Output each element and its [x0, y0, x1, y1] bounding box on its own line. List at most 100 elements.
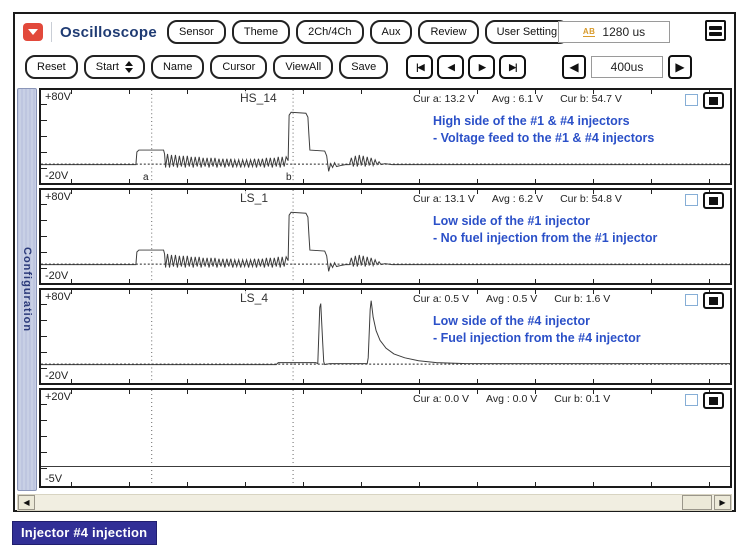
channel-mode-button[interactable]: 2Ch/4Ch — [296, 20, 364, 44]
scale-top-label: +80V — [45, 291, 71, 303]
cursor-delta-time-value: 1280 us — [602, 25, 646, 39]
channel-checkbox[interactable] — [685, 194, 698, 206]
black-square-icon — [709, 196, 718, 205]
scale-bottom-label: -5V — [45, 473, 63, 485]
scale-bottom-label: -20V — [45, 370, 69, 382]
voltage-ticks — [41, 204, 47, 269]
second-toolbar: Reset Start Name Cursor ViewAll Save |◀ … — [15, 50, 734, 84]
skip-to-end-button[interactable]: ▶| — [499, 55, 527, 79]
start-label: Start — [95, 61, 119, 73]
timebase-decrease-button[interactable]: ◀ — [562, 55, 586, 79]
cursor-b-value: Cur b: 0.1 V — [554, 393, 611, 405]
user-setting-button[interactable]: User Setting — [484, 20, 570, 44]
time-ticks — [71, 190, 726, 194]
annotation-text: Low side of the #4 injector - Fuel injec… — [433, 313, 641, 347]
annotation-line1: High side of the #1 & #4 injectors — [433, 114, 630, 128]
time-ticks — [71, 379, 726, 383]
cursor-a-value: Cur a: 13.2 V — [413, 93, 475, 105]
waveform — [41, 211, 730, 272]
skip-to-start-button[interactable]: |◀ — [406, 55, 434, 79]
time-ticks — [71, 279, 726, 283]
annotation-text: Low side of the #1 injector - No fuel in… — [433, 213, 657, 247]
annotation-line2: - Fuel injection from the #4 injector — [433, 331, 641, 345]
scale-bottom-label: -20V — [45, 270, 69, 282]
channel-1-panel: +80V -20V HS_14 Cur a: 13.2 V Avg : 6.1 … — [39, 88, 732, 185]
review-button[interactable]: Review — [418, 20, 479, 44]
channel-4-panel: +20V -5V Cur a: 0.0 V Avg : 0.0 V Cur b:… — [39, 388, 732, 488]
channel-name: LS_4 — [237, 291, 272, 305]
scale-top-label: +80V — [45, 91, 71, 103]
measurements: Cur a: 0.0 V Avg : 0.0 V Cur b: 0.1 V — [413, 393, 610, 405]
theme-button[interactable]: Theme — [231, 20, 291, 44]
oscilloscope-window: Oscilloscope Sensor Theme 2Ch/4Ch Aux Re… — [13, 12, 736, 512]
up-arrow-icon — [124, 61, 133, 66]
ab-cursors-icon: AB — [582, 27, 596, 37]
cursor-a-label: a — [143, 172, 149, 183]
scrollbar-thumb[interactable] — [682, 495, 712, 510]
cursor-a-value: Cur a: 0.0 V — [413, 393, 470, 405]
reset-button[interactable]: Reset — [25, 55, 78, 79]
voltage-ticks — [41, 304, 47, 369]
timebase-control: ◀ 400us ▶ — [562, 55, 692, 79]
sensor-button[interactable]: Sensor — [166, 20, 226, 44]
channel-3-panel: +80V -20V LS_4 Cur a: 0.5 V Avg : 0.5 V … — [39, 288, 732, 385]
channel-checkbox[interactable] — [685, 294, 698, 306]
channel-panels: +80V -20V HS_14 Cur a: 13.2 V Avg : 6.1 … — [39, 88, 732, 491]
avg-value: Avg : 0.0 V — [486, 393, 538, 405]
cursor-button[interactable]: Cursor — [210, 55, 268, 79]
top-toolbar: Oscilloscope Sensor Theme 2Ch/4Ch Aux Re… — [15, 14, 734, 50]
step-forward-button[interactable]: ▶ — [468, 55, 496, 79]
cursor-b-value: Cur b: 54.8 V — [560, 193, 622, 205]
annotation-line2: - No fuel injection from the #1 injector — [433, 231, 658, 245]
black-square-icon — [709, 296, 718, 305]
down-arrow-icon — [124, 68, 133, 73]
cursor-b-label: b — [286, 172, 292, 183]
display-layout-icon[interactable] — [705, 20, 726, 41]
configuration-label: Configuration — [21, 246, 33, 333]
configuration-sidebar[interactable]: Configuration — [17, 88, 37, 491]
channel-4-plot — [41, 390, 730, 486]
app-dropdown-icon[interactable] — [23, 23, 43, 41]
scroll-right-button[interactable]: ▶ — [714, 495, 731, 510]
measurements: Cur a: 13.1 V Avg : 6.2 V Cur b: 54.8 V — [413, 193, 622, 205]
channel-2-panel: +80V -20V LS_1 Cur a: 13.1 V Avg : 6.2 V… — [39, 188, 732, 285]
bar-icon — [709, 25, 722, 30]
viewall-button[interactable]: ViewAll — [273, 55, 334, 79]
content-area: Configuration +80V -20V HS_14 — [17, 88, 732, 491]
scroll-left-button[interactable]: ◀ — [18, 495, 35, 510]
step-back-button[interactable]: ◀ — [437, 55, 465, 79]
cursor-b-value: Cur b: 1.6 V — [554, 293, 611, 305]
measurements: Cur a: 13.2 V Avg : 6.1 V Cur b: 54.7 V — [413, 93, 622, 105]
channel-color-button[interactable] — [703, 292, 724, 309]
save-button[interactable]: Save — [339, 55, 389, 79]
timebase-value: 400us — [591, 56, 663, 78]
cursor-delta-time-display: AB 1280 us — [558, 21, 670, 43]
horizontal-scrollbar[interactable]: ◀ ▶ — [17, 494, 732, 511]
waveform — [41, 300, 730, 366]
timebase-increase-button[interactable]: ▶ — [668, 55, 692, 79]
channel-3-plot — [41, 290, 730, 383]
transport-controls: |◀ ◀ ▶ ▶| — [406, 55, 527, 79]
voltage-ticks — [41, 404, 47, 472]
annotation-line1: Low side of the #1 injector — [433, 214, 590, 228]
start-button[interactable]: Start — [83, 55, 145, 79]
channel-checkbox[interactable] — [685, 394, 698, 406]
aux-button[interactable]: Aux — [369, 20, 413, 44]
annotation-line2: - Voltage feed to the #1 & #4 injectors — [433, 131, 655, 145]
channel-color-button[interactable] — [703, 192, 724, 209]
down-arrow-icon — [28, 29, 38, 35]
channel-name: LS_1 — [237, 191, 272, 205]
channel-checkbox[interactable] — [685, 94, 698, 106]
app-title: Oscilloscope — [60, 23, 157, 41]
scale-bottom-label: -20V — [45, 170, 69, 182]
channel-color-button[interactable] — [703, 392, 724, 409]
start-spinner-icon[interactable] — [124, 61, 133, 73]
name-button[interactable]: Name — [150, 55, 205, 79]
time-ticks — [71, 482, 726, 486]
scale-top-label: +20V — [45, 391, 71, 403]
channel-color-button[interactable] — [703, 92, 724, 109]
figure-caption: Injector #4 injection — [12, 521, 158, 545]
time-ticks — [71, 390, 726, 394]
channel-2-plot — [41, 190, 730, 283]
channel-1-plot — [41, 90, 730, 183]
